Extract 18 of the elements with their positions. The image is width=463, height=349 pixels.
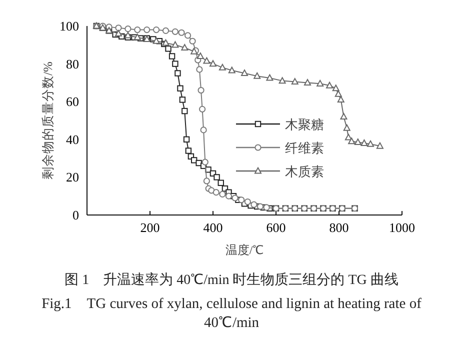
y-axis-title: 剩余物的质量分数/%	[41, 62, 55, 180]
x-tick-label: 1000	[389, 220, 415, 235]
y-tick-label: 80	[66, 56, 79, 72]
y-tick-label: 60	[66, 94, 79, 110]
x-axis-title: 温度/℃	[225, 243, 264, 257]
y-tick-label: 40	[66, 132, 79, 147]
legend-label: 纤维素	[285, 140, 324, 156]
legend-label: 木质素	[285, 164, 324, 179]
y-tick-label: 0	[72, 208, 79, 222]
x-tick-label: 600	[266, 220, 286, 235]
y-tick-label: 20	[66, 170, 79, 185]
text: Fig.1 TG curves of xylan, cellulose and lignin at heating rate of 40℃/min	[40, 295, 422, 333]
x-tick-label: 200	[140, 220, 160, 235]
x-tick-label: 400	[203, 220, 223, 235]
y-tick-label: 100	[60, 18, 79, 34]
text: 图 1 升温速率为 40℃/min 时生物质三组分的 TG 曲线	[64, 271, 400, 290]
legend-label: 木聚糖	[285, 117, 324, 132]
x-tick-label: 800	[329, 220, 349, 235]
